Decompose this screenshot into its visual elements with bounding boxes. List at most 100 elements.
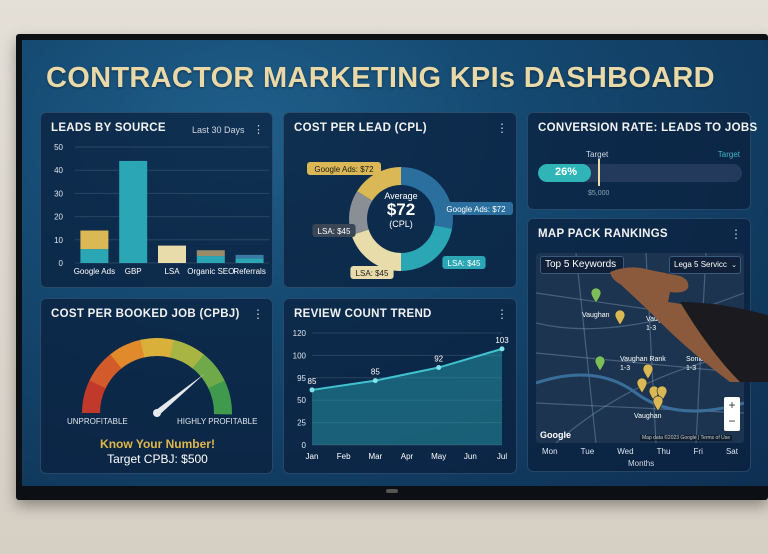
data-label: 92	[434, 355, 443, 364]
conversion-sub-label: $5,000	[588, 190, 610, 197]
leads-title: LEADS BY SOURCE	[51, 122, 166, 134]
map-road	[575, 253, 597, 443]
dashboard-screen: CONTRACTOR MARKETING KPIs DASHBOARD LEAD…	[22, 40, 768, 486]
bar-segment	[80, 249, 109, 263]
conversion-progress-track	[538, 164, 742, 182]
donut-slice	[349, 191, 373, 236]
cpl-center-label: Average	[384, 191, 418, 201]
data-label: 85	[371, 368, 380, 377]
services-dropdown[interactable]: Lega 5 Servicс ⌄	[669, 256, 741, 274]
map-label: Vaughan Rank 1-3	[620, 356, 666, 372]
data-point	[436, 365, 442, 371]
map-pin-icon	[636, 377, 648, 394]
day-label: Wed	[617, 447, 634, 456]
x-tick-label: LSA	[164, 267, 180, 276]
data-point	[309, 387, 315, 393]
more-icon[interactable]: ⋮	[496, 121, 508, 135]
day-label: Mon	[542, 447, 558, 456]
cpl-donut-chart: Google Ads: $72 LSA: $45 LSA: $45 LSA: $45 G…	[307, 162, 513, 279]
zoom-out-button[interactable]: −	[728, 414, 736, 428]
cpbj-title: COST PER BOOKED JOB (CPBJ)	[51, 308, 240, 320]
cpl-center: Average $72 (CPL)	[371, 191, 431, 229]
data-label: 103	[495, 336, 509, 345]
slice-label: LSA: $45	[448, 259, 481, 268]
conversion-target-right: Target	[717, 150, 740, 159]
keywords-dropdown-label: Top 5 Keywords	[545, 259, 617, 270]
data-point	[372, 378, 378, 384]
slice-label-box	[312, 224, 356, 237]
y-tick-label: 30	[54, 189, 63, 198]
x-tick-label: GBP	[125, 267, 142, 276]
y-tick-label: 50	[297, 396, 306, 405]
map-attribution[interactable]: Map data ©2023 Google | Terms of Use	[640, 435, 732, 441]
y-tick-label: 20	[54, 213, 63, 222]
zoom-in-button[interactable]: +	[728, 398, 736, 412]
cpl-title: COST PER LEAD (CPL)	[294, 122, 427, 134]
y-tick-label: 0	[59, 259, 64, 268]
tv-logo	[386, 489, 398, 493]
y-tick-label: 10	[54, 236, 63, 245]
map-pin-icon	[614, 309, 626, 326]
map-title: MAP PACK RANKINGS	[538, 228, 668, 240]
map-pin-icon	[656, 385, 668, 402]
map-label: Vaughan	[634, 413, 662, 420]
area-fill	[312, 348, 502, 445]
map-pin-icon	[594, 355, 606, 372]
day-label: Tue	[580, 447, 595, 456]
more-icon[interactable]: ⋮	[252, 307, 264, 321]
cpbj-gauge	[82, 338, 232, 417]
trend-line	[311, 347, 503, 391]
more-icon[interactable]: ⋮	[496, 307, 508, 321]
keywords-dropdown[interactable]: Top 5 Keywords	[540, 256, 624, 274]
gauge-right-label: HIGHLY PROFITABLE	[177, 417, 258, 426]
dashboard-title: CONTRACTOR MARKETING KPIs DASHBOARD	[46, 62, 715, 94]
day-label: Thu	[656, 447, 671, 456]
slice-label-box	[350, 266, 394, 279]
slice-label-box	[307, 162, 381, 175]
leads-by-source-panel: LEADS BY SOURCE Last 30 Days ⋮ 50 40 30 20 1…	[40, 112, 273, 288]
x-tick-label: Organic SEO	[187, 267, 234, 276]
more-icon[interactable]: ⋮	[730, 227, 742, 241]
conversion-target-marker	[598, 159, 600, 186]
bar-segment	[235, 254, 264, 259]
leads-period-dropdown[interactable]: Last 30 Days ⋮	[192, 123, 264, 136]
bar-segment	[196, 250, 225, 257]
leads-period-label: Last 30 Days	[191, 125, 245, 135]
x-tick-label: Google Ads	[74, 267, 115, 276]
x-tick-label: Mar	[368, 452, 382, 461]
donut-slice	[401, 225, 453, 271]
pointing-hand	[610, 267, 768, 382]
map-pin-icon	[652, 395, 664, 412]
map-axis-label: Months	[628, 459, 655, 468]
y-tick-label: 25	[297, 419, 306, 428]
gauge-segment	[82, 379, 107, 414]
bar-segment	[119, 160, 148, 263]
y-tick-label: 100	[293, 351, 307, 360]
conversion-value: 26%	[555, 166, 578, 178]
more-icon[interactable]: ⋮	[253, 124, 264, 136]
cpbj-target: Target CPBJ: $500	[107, 452, 208, 466]
slice-label: LSA: $45	[356, 269, 389, 278]
map-river	[536, 373, 744, 413]
map-road	[536, 402, 744, 414]
cost-per-lead-panel: COST PER LEAD (CPL) ⋮ Google Ads: $72 LSA…	[283, 112, 517, 288]
google-logo: Google	[540, 430, 571, 440]
gauge-segment	[140, 338, 176, 358]
conversion-title: CONVERSION RATE: LEADS TO JOBS	[538, 122, 758, 134]
conversion-rate-panel: CONVERSION RATE: LEADS TO JOBS Target Ta…	[527, 112, 757, 210]
gauge-needle	[155, 373, 205, 416]
reviews-chart: 120 100 95 50 25 0 Jan Feb Mar Apr May Jun Jul 85 85 92…	[293, 329, 510, 461]
x-tick-label: Apr	[401, 452, 414, 461]
gauge-left-label: UNPROFITABLE	[67, 417, 128, 426]
reviews-title: REVIEW COUNT TREND	[294, 308, 432, 320]
map-roads	[536, 253, 744, 443]
gauge-segment	[110, 339, 146, 369]
services-dropdown-label: Lega 5 Servicс	[674, 260, 727, 269]
map-pin-icon	[642, 363, 654, 380]
day-label: Sat	[725, 447, 738, 456]
bar-segment	[235, 258, 264, 263]
zoom-control: + −	[724, 397, 740, 431]
y-tick-label: 120	[293, 329, 307, 338]
leads-chart: 50 40 30 20 10 0 Google Ads GBP LSA Organic SEO Re…	[54, 143, 269, 276]
day-label: Fri	[693, 447, 703, 456]
